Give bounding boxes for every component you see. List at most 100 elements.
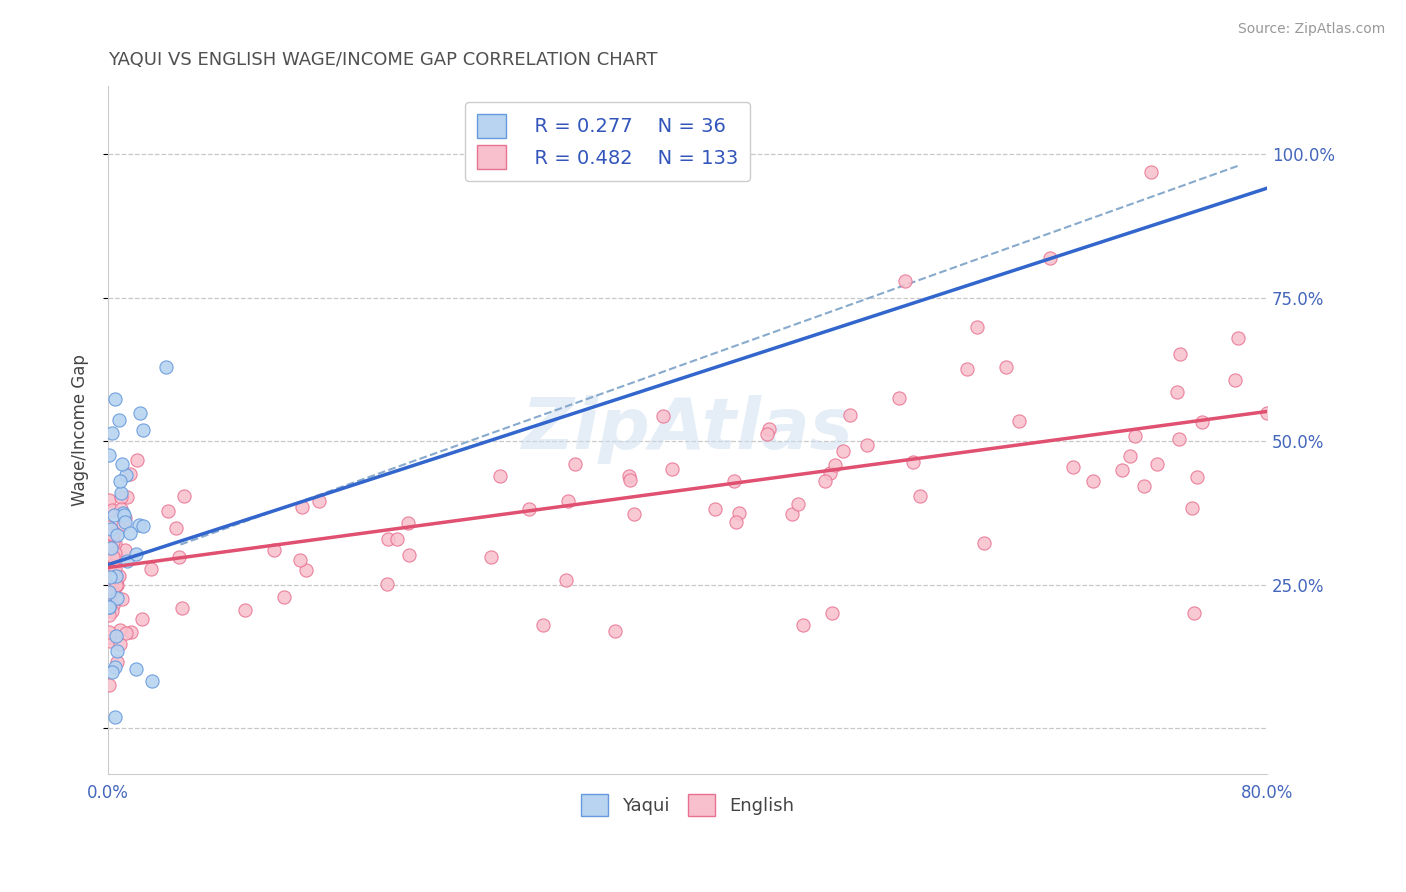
Point	[100, 526, 122, 541]
Point	[105, 655, 128, 669]
Point	[98, 540, 121, 554]
Point	[104, 561, 127, 575]
Point	[132, 423, 155, 437]
Point	[398, 549, 420, 563]
Text: YAQUI VS ENGLISH WAGE/INCOME GAP CORRELATION CHART: YAQUI VS ENGLISH WAGE/INCOME GAP CORRELA…	[108, 51, 658, 69]
Point	[104, 392, 127, 406]
Point	[1008, 414, 1031, 428]
Point	[125, 662, 148, 676]
Point	[758, 422, 780, 436]
Point	[131, 612, 153, 626]
Point	[105, 578, 128, 592]
Point	[377, 532, 399, 546]
Point	[128, 406, 150, 420]
Point	[100, 582, 122, 596]
Point	[1181, 500, 1204, 515]
Point	[114, 543, 136, 558]
Point	[155, 359, 177, 374]
Point	[554, 573, 576, 587]
Point	[167, 549, 190, 564]
Point	[479, 549, 502, 564]
Point	[98, 570, 121, 584]
Point	[103, 598, 125, 612]
Point	[101, 604, 124, 618]
Point	[115, 625, 138, 640]
Point	[101, 665, 124, 680]
Point	[125, 453, 148, 467]
Point	[603, 624, 626, 638]
Point	[114, 511, 136, 525]
Point	[98, 581, 121, 595]
Point	[724, 515, 747, 529]
Point	[100, 565, 122, 579]
Point	[98, 630, 121, 644]
Point	[619, 473, 641, 487]
Point	[956, 362, 979, 376]
Point	[901, 455, 924, 469]
Point	[786, 497, 808, 511]
Point	[994, 360, 1017, 375]
Point	[820, 467, 842, 481]
Point	[115, 554, 138, 568]
Point	[1191, 415, 1213, 429]
Point	[308, 493, 330, 508]
Point	[105, 578, 128, 592]
Point	[489, 469, 512, 483]
Point	[103, 534, 125, 549]
Point	[1039, 251, 1062, 265]
Point	[100, 562, 122, 576]
Point	[98, 519, 121, 533]
Point	[1256, 406, 1278, 420]
Point	[98, 634, 121, 648]
Point	[100, 562, 122, 576]
Point	[1146, 457, 1168, 471]
Point	[291, 500, 314, 515]
Point	[908, 489, 931, 503]
Point	[98, 600, 121, 615]
Point	[1223, 373, 1246, 387]
Point	[531, 618, 554, 632]
Point	[98, 608, 121, 623]
Point	[118, 526, 141, 541]
Point	[855, 438, 877, 452]
Point	[564, 458, 586, 472]
Point	[111, 592, 134, 607]
Point	[114, 515, 136, 529]
Point	[112, 508, 135, 523]
Point	[104, 660, 127, 674]
Point	[723, 474, 745, 488]
Point	[263, 542, 285, 557]
Point	[101, 503, 124, 517]
Point	[111, 506, 134, 520]
Point	[104, 535, 127, 549]
Point	[110, 502, 132, 516]
Text: Source: ZipAtlas.com: Source: ZipAtlas.com	[1237, 22, 1385, 37]
Point	[103, 586, 125, 600]
Text: ZipAtlas: ZipAtlas	[522, 395, 853, 465]
Point	[98, 538, 121, 552]
Point	[288, 552, 311, 566]
Point	[132, 519, 155, 533]
Point	[728, 506, 751, 520]
Point	[623, 508, 645, 522]
Point	[652, 409, 675, 423]
Point	[100, 541, 122, 555]
Point	[98, 532, 121, 546]
Point	[100, 522, 122, 536]
Point	[165, 521, 187, 535]
Point	[756, 426, 779, 441]
Point	[108, 475, 131, 489]
Point	[107, 413, 129, 427]
Point	[617, 469, 640, 483]
Point	[893, 274, 915, 288]
Point	[101, 550, 124, 565]
Point	[824, 458, 846, 473]
Point	[105, 571, 128, 585]
Point	[172, 600, 194, 615]
Point	[782, 507, 804, 521]
Legend: Yaqui, English: Yaqui, English	[574, 787, 801, 823]
Point	[1119, 449, 1142, 463]
Point	[98, 493, 121, 508]
Point	[105, 528, 128, 542]
Point	[233, 603, 256, 617]
